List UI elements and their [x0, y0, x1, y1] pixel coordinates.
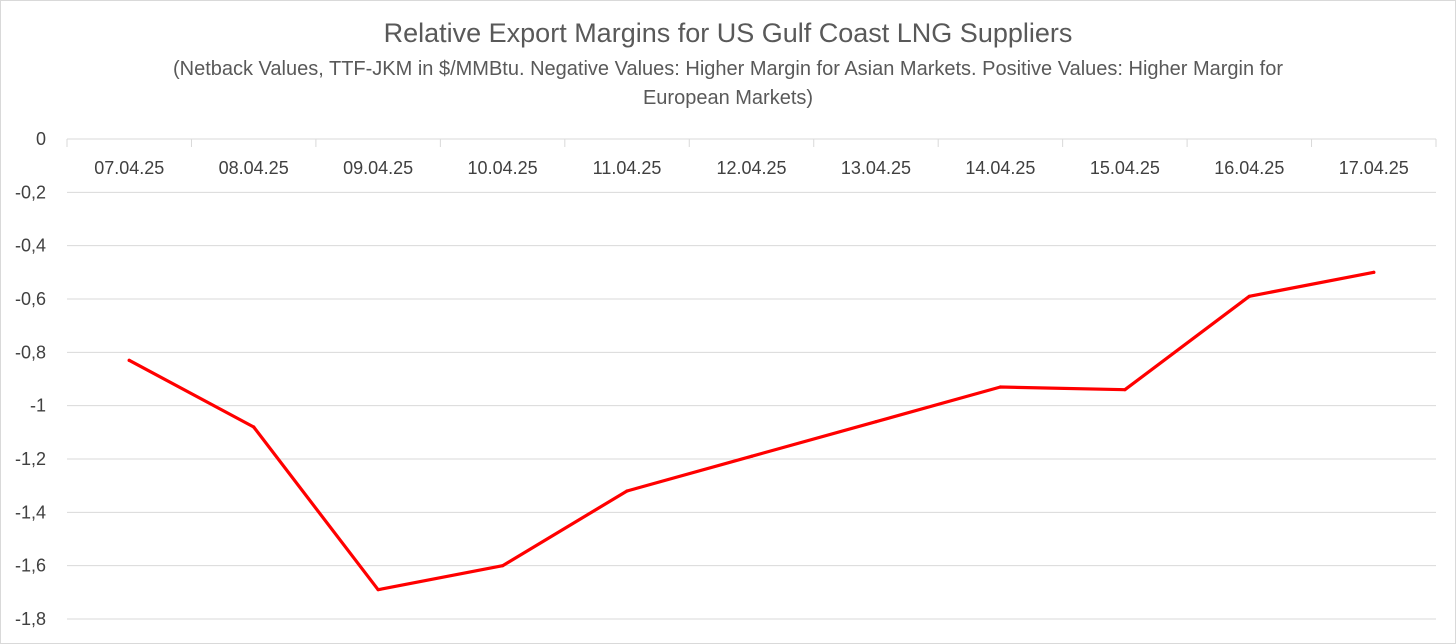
series-line [127, 270, 1376, 592]
x-tick-label: 15.04.25 [1090, 158, 1160, 178]
x-tick-label: 07.04.25 [94, 158, 164, 178]
chart-subtitle: (Netback Values, TTF-JKM in $/MMBtu. Neg… [172, 58, 1284, 109]
x-tick-label: 08.04.25 [219, 158, 289, 178]
x-axis [66, 138, 1437, 147]
x-tick-label: 10.04.25 [468, 158, 538, 178]
series-layer [127, 270, 1376, 592]
y-tick-label: -1,2 [15, 449, 46, 469]
y-tick-label: -0,6 [15, 289, 46, 309]
x-tick-label: 16.04.25 [1214, 158, 1284, 178]
y-tick-label: -0,2 [15, 182, 46, 202]
data-point [625, 489, 629, 493]
data-point [500, 564, 505, 568]
data-point [376, 588, 380, 592]
data-point [1372, 270, 1376, 274]
y-tick-label: 0 [36, 129, 46, 149]
x-tick-label: 12.04.25 [716, 158, 786, 178]
y-axis: 0 -0,2 -0,4 -0,6 -0,8 -1 -1,2 -1,4 -1,6 -1,8 [15, 129, 46, 629]
x-tick-label: 13.04.25 [841, 158, 911, 178]
gridlines [67, 191, 1436, 620]
x-tick-label: 14.04.25 [965, 158, 1035, 178]
data-point [127, 358, 131, 362]
x-tick-label: 11.04.25 [593, 158, 662, 178]
data-point [874, 420, 878, 424]
y-tick-label: -1,4 [15, 502, 46, 522]
data-point [1247, 294, 1251, 298]
x-tick-label: 17.04.25 [1339, 158, 1409, 178]
data-point [998, 385, 1003, 389]
y-tick-label: -1 [30, 396, 46, 416]
x-axis-tick-labels: 07.04.25 08.04.25 09.04.25 10.04.25 11.04.25… [94, 158, 1409, 178]
y-tick-label: -1,6 [15, 556, 46, 576]
data-point [749, 454, 754, 458]
chart-title: Relative Export Margins for US Gulf Coas… [383, 18, 1073, 48]
y-tick-label: -0,8 [15, 342, 46, 362]
y-tick-label: -1,8 [15, 609, 46, 629]
data-point [1123, 388, 1127, 392]
data-point [252, 425, 256, 429]
y-tick-label: -0,4 [15, 236, 46, 256]
title-block: Relative Export Margins for US Gulf Coas… [1, 15, 1455, 113]
x-tick-label: 09.04.25 [343, 158, 413, 178]
